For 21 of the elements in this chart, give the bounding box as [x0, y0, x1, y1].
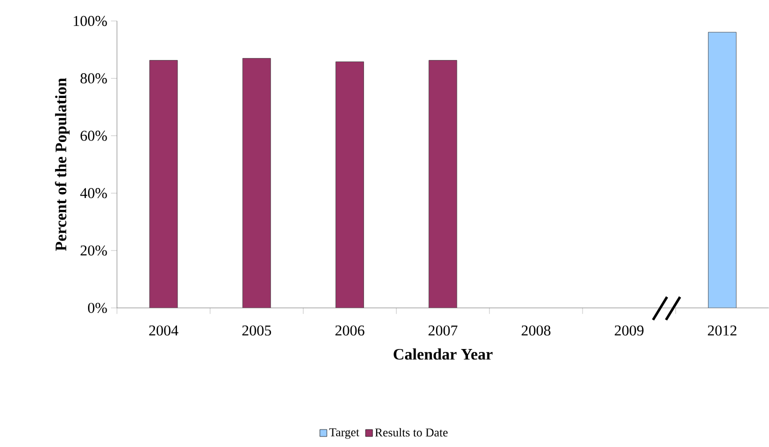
x-tick-label: 2009	[614, 326, 644, 336]
legend-label: Target	[329, 428, 360, 439]
y-tick-label: 80%	[80, 73, 107, 84]
y-tick-label: 0%	[88, 302, 107, 314]
x-tick-label: 2004	[149, 326, 178, 336]
y-tick-label: 100%	[74, 16, 107, 26]
bar	[336, 62, 364, 308]
y-axis-title: Percent of the Population	[54, 78, 70, 251]
y-tick-label: 60%	[80, 130, 107, 141]
bar	[428, 60, 458, 308]
bar	[149, 60, 178, 308]
legend-label: Results to Date	[375, 428, 448, 437]
x-tick-label: 2012	[708, 326, 736, 336]
y-tick-label: 40%	[80, 188, 107, 198]
x-tick-label: 2005	[242, 326, 272, 336]
y-tick-label: 20%	[80, 246, 107, 256]
x-axis-title: Calendar Year	[394, 348, 493, 360]
bar	[242, 58, 271, 308]
x-tick-label: 2006	[335, 326, 364, 336]
x-tick-label: 2008	[522, 326, 550, 336]
x-tick-label: 2007	[428, 326, 458, 336]
